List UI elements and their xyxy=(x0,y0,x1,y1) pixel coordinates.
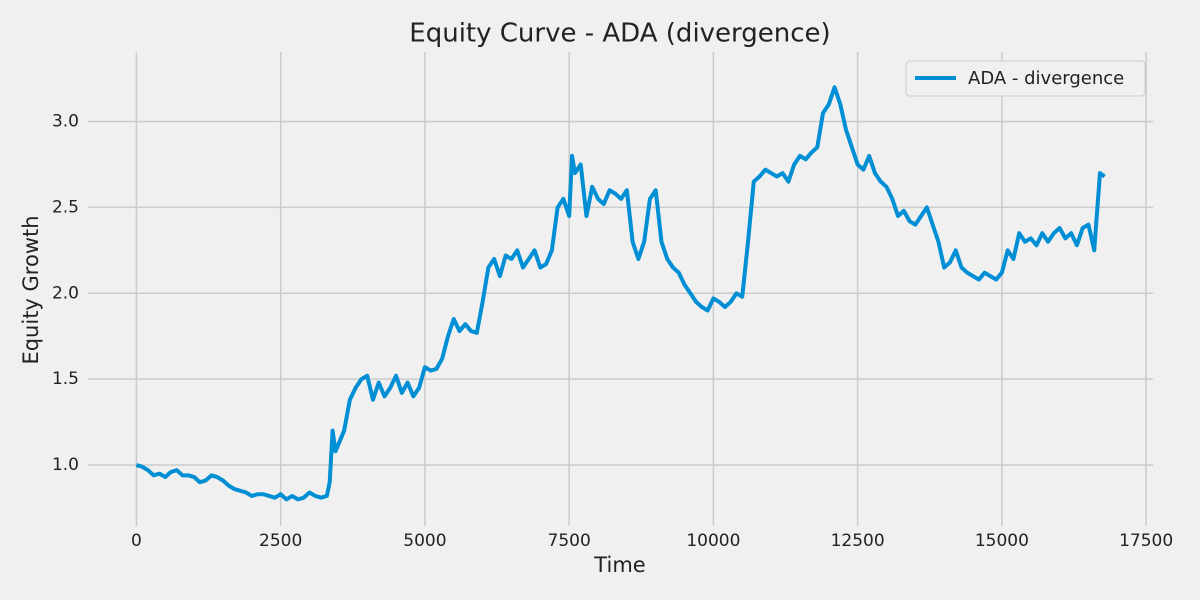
series-line xyxy=(135,85,1106,502)
x-tick-label: 17500 xyxy=(1119,531,1173,551)
x-tick-label: 2500 xyxy=(259,531,302,551)
legend-box xyxy=(905,60,1146,97)
x-tick-label: 5000 xyxy=(403,531,446,551)
x-tick-label: 0 xyxy=(131,531,142,551)
y-tick-label: 3.0 xyxy=(52,112,79,132)
y-axis-label: Equity Growth xyxy=(19,215,43,364)
y-tick-label: 1.0 xyxy=(52,455,79,475)
x-tick-label: 12500 xyxy=(831,531,885,551)
y-tick-label: 2.0 xyxy=(52,283,79,303)
chart-title: Equity Curve - ADA (divergence) xyxy=(409,19,830,49)
y-tick-label: 1.5 xyxy=(52,369,79,389)
legend-label: ADA - divergence xyxy=(968,68,1124,89)
x-tick-label: 7500 xyxy=(548,531,591,551)
y-tick-label: 2.5 xyxy=(52,197,79,217)
x-tick-label: 15000 xyxy=(975,531,1029,551)
x-axis-label: Time xyxy=(593,553,645,577)
x-tick-label: 10000 xyxy=(686,531,740,551)
